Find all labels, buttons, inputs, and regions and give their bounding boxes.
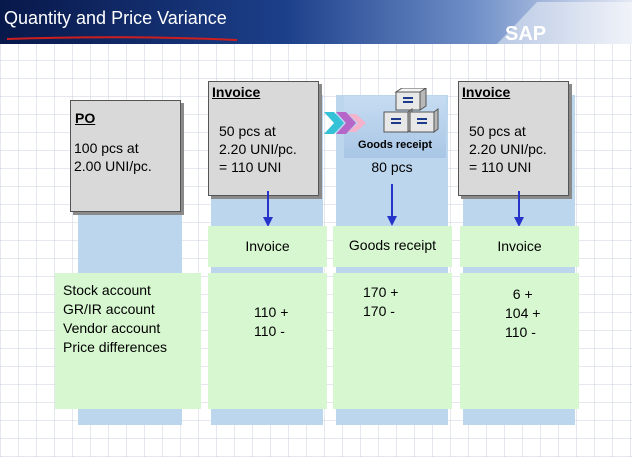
invoice-2-heading: Invoice — [462, 84, 511, 100]
goods-receipt-label: Goods receipt — [358, 139, 432, 151]
po-document: PO 100 pcs at 2.00 UNI/pc. — [70, 100, 181, 212]
posting-values-invoice-1: 110 + 110 - — [208, 273, 327, 409]
invoice-document-2: Invoice 50 pcs at 2.20 UNI/pc. = 110 UNI — [458, 81, 569, 196]
invoice-1-text: 50 pcs at 2.20 UNI/pc. = 110 UNI — [219, 123, 297, 175]
account-names: Stock account GR/IR account Vendor accou… — [63, 282, 168, 355]
posting-label-invoice-2-text: Invoice — [497, 238, 542, 254]
posting-values-goods-receipt-text: 170 + 170 - — [363, 284, 399, 319]
goods-receipt-boxes-icon — [383, 88, 439, 133]
sap-logo: SAP — [497, 2, 632, 44]
po-heading: PO — [75, 110, 96, 126]
title-underline — [6, 36, 238, 41]
down-arrow-icon — [514, 191, 524, 227]
posting-label-invoice-2: Invoice — [460, 226, 579, 267]
down-arrow-icon — [387, 184, 397, 226]
posting-values-invoice-2-text: 6 + 104 + 110 - — [505, 286, 541, 340]
invoice-1-heading: Invoice — [212, 84, 261, 100]
posting-values-invoice-1-text: 110 + 110 - — [254, 304, 289, 339]
posting-values-goods-receipt: 170 + 170 - — [333, 273, 452, 409]
down-arrow-icon — [263, 191, 273, 227]
invoice-document-1: Invoice 50 pcs at 2.20 UNI/pc. = 110 UNI — [208, 81, 319, 196]
po-text: 100 pcs at 2.00 UNI/pc. — [74, 140, 152, 174]
sap-logo-text: SAP — [505, 23, 546, 44]
goods-receipt-quantity: 80 pcs — [371, 159, 413, 175]
posting-label-goods-receipt-text: Goods receipt — [348, 237, 437, 253]
invoice-2-text: 50 pcs at 2.20 UNI/pc. = 110 UNI — [469, 123, 547, 175]
slide-header: Quantity and Price Variance SAP — [0, 0, 632, 44]
chevron-arrow-icon — [324, 112, 366, 134]
posting-values-invoice-2: 6 + 104 + 110 - — [460, 273, 579, 409]
slide-title: Quantity and Price Variance — [4, 8, 227, 28]
posting-label-goods-receipt: Goods receipt — [333, 226, 452, 267]
posting-label-invoice-1: Invoice — [208, 226, 327, 267]
posting-label-invoice-1-text: Invoice — [245, 238, 290, 254]
accounts-box: Stock account GR/IR account Vendor accou… — [55, 273, 201, 409]
